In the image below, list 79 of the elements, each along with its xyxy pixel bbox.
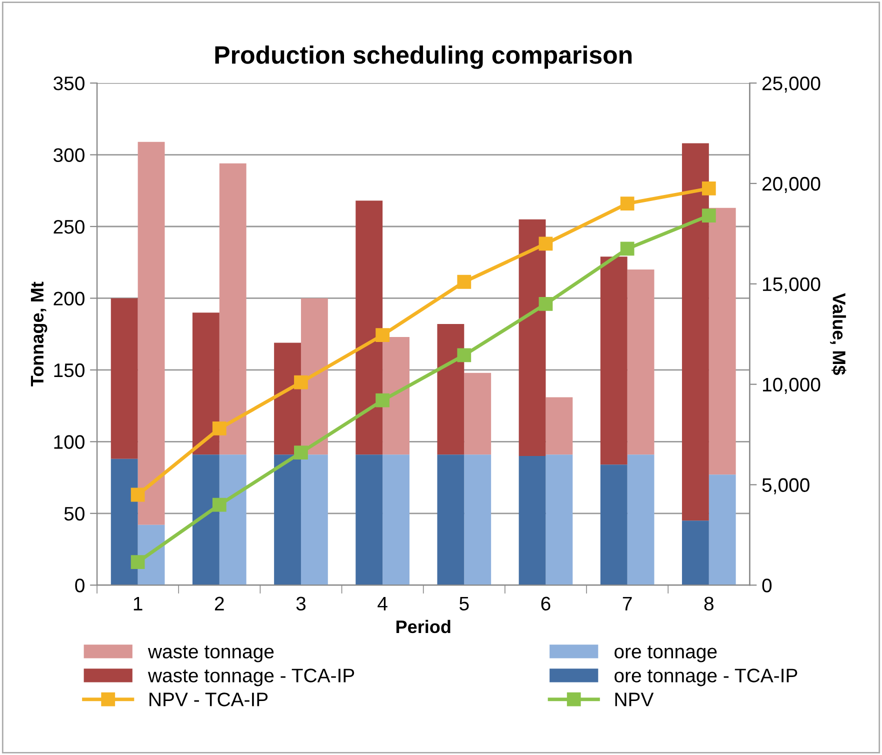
bar [546,454,573,586]
point [457,348,472,362]
bar [219,163,246,455]
bar [219,454,246,586]
x-tick-label: 3 [296,596,306,611]
bar [627,270,654,455]
point [212,422,226,436]
x-axis-title: Period [396,620,450,634]
y-tick-label: 250 [54,220,84,234]
legend-label: waste tonnage [148,646,274,662]
legend-label: ore tonnage [614,646,717,662]
y2-axis-title: Value, M$ [830,293,846,375]
bar [382,336,410,455]
y-tick-label: 200 [54,292,84,306]
bar [300,454,328,586]
chart-title: Production scheduling comparison [215,45,632,69]
bar [356,200,383,455]
bar [600,464,628,586]
y-tick-label: 300 [54,148,84,162]
y2-tick-label: 5,000 [762,478,810,494]
point [620,242,634,256]
x-tick-label: 6 [541,596,550,611]
bar [192,454,220,586]
y-tick-label: 150 [54,363,84,378]
x-tick-label: 1 [134,596,142,610]
bar [138,142,165,525]
bar [600,256,628,465]
x-tick-label: 5 [460,596,469,611]
point [538,297,553,311]
bar [627,454,654,586]
bar [437,324,464,455]
bar [274,454,301,586]
y-tick-label: 0 [75,578,84,592]
bar [518,219,546,456]
bar [682,520,709,586]
y2-tick-label: 0 [762,578,772,592]
x-tick-label: 7 [622,596,632,610]
point [212,498,226,512]
bar [682,143,709,521]
bar [708,208,736,475]
bar [464,372,492,455]
legend-label: NPV - TCA-IP [150,692,268,706]
point [620,196,634,210]
y2-tick-label: 20,000 [762,176,820,193]
point [702,208,716,223]
y-tick-label: 350 [54,76,84,90]
point [294,375,308,390]
y2-tick-label: 10,000 [762,378,820,394]
y2-tick-label: 25,000 [762,76,820,93]
x-tick-label: 4 [378,596,388,610]
point [130,555,145,569]
point [702,182,716,196]
point [376,393,390,408]
bar [300,298,328,455]
legend-label: ore tonnage - TCA-IP [614,668,798,686]
bar [356,454,383,586]
point [538,236,553,251]
y-axis-title: Tonnage, Mt [30,282,48,386]
y-tick-label: 100 [54,435,84,449]
point [457,274,472,289]
bar [110,298,138,459]
bar [110,458,138,586]
legend-label: NPV [615,692,654,706]
legend-label: waste tonnage - TCA-IP [148,668,354,686]
bar [192,312,220,455]
bar [437,454,464,586]
bar [708,474,736,586]
x-tick-label: 2 [214,596,224,610]
x-tick-label: 8 [704,596,714,611]
y2-tick-label: 15,000 [762,277,820,294]
bar [382,454,410,586]
point [376,328,390,342]
bar [464,454,492,586]
point [130,488,145,502]
bar [518,456,546,586]
y-tick-label: 50 [64,506,84,521]
bar [546,397,573,455]
point [294,446,308,460]
bar [274,342,301,455]
